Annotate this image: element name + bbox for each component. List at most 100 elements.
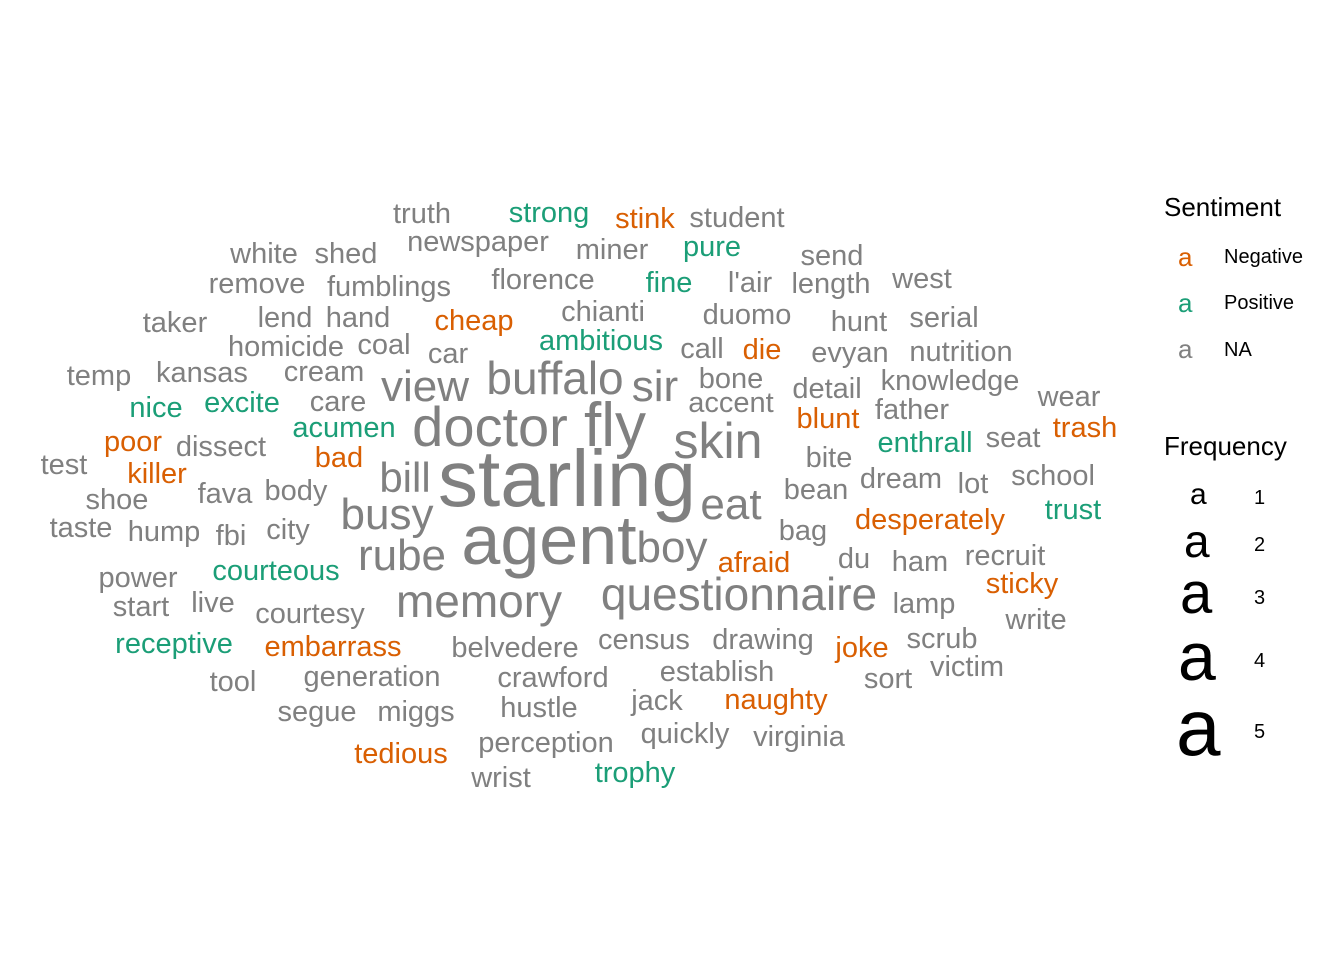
- word-length: length: [791, 268, 870, 300]
- word-school: school: [1011, 460, 1095, 492]
- word-fumblings: fumblings: [327, 271, 451, 303]
- word-hustle: hustle: [500, 692, 577, 724]
- word-body: body: [265, 475, 328, 507]
- word-starling: starling: [438, 434, 696, 523]
- word-student: student: [689, 202, 784, 234]
- word-courtesy: courtesy: [255, 598, 365, 630]
- sentiment-legend-title: Sentiment: [1164, 192, 1282, 222]
- word-boy: boy: [637, 523, 708, 572]
- word-l-air: l'air: [728, 267, 773, 299]
- word-temp: temp: [67, 360, 131, 392]
- legend-label-negative: Negative: [1224, 246, 1303, 268]
- word-shed: shed: [315, 238, 378, 270]
- word-duomo: duomo: [703, 299, 792, 331]
- word-hand: hand: [326, 302, 391, 334]
- word-truth: truth: [393, 198, 451, 230]
- word-hunt: hunt: [831, 306, 887, 338]
- word-poor: poor: [104, 426, 162, 458]
- legend-key-negative: a: [1178, 242, 1193, 272]
- word-miner: miner: [576, 234, 649, 266]
- word-bean: bean: [784, 474, 849, 506]
- word-segue: segue: [277, 696, 356, 728]
- legend-key-frequency-1: a: [1190, 478, 1207, 511]
- word-perception: perception: [478, 727, 613, 759]
- word-power: power: [99, 562, 178, 594]
- word-recruit: recruit: [965, 540, 1046, 572]
- word-remove: remove: [209, 268, 306, 300]
- word-stink: stink: [615, 203, 675, 235]
- word-start: start: [113, 591, 169, 623]
- word-afraid: afraid: [718, 547, 791, 579]
- word-du: du: [838, 543, 870, 575]
- word-tedious: tedious: [354, 738, 448, 770]
- legend-label-na: NA: [1224, 339, 1252, 361]
- word-buffalo: buffalo: [486, 352, 623, 404]
- word-florence: florence: [491, 264, 594, 296]
- word-sort: sort: [864, 663, 912, 695]
- word-census: census: [598, 624, 690, 656]
- word-send: send: [801, 240, 864, 272]
- word-dissect: dissect: [176, 431, 266, 463]
- word-generation: generation: [303, 661, 440, 693]
- word-fbi: fbi: [216, 520, 247, 552]
- word-detail: detail: [792, 373, 861, 405]
- word-live: live: [191, 587, 235, 619]
- word-ham: ham: [892, 546, 948, 578]
- word-sticky: sticky: [986, 568, 1059, 600]
- word-care: care: [310, 386, 366, 418]
- word-crawford: crawford: [497, 662, 608, 694]
- word-homicide: homicide: [228, 331, 344, 363]
- word-strong: strong: [509, 197, 590, 229]
- word-seat: seat: [986, 422, 1041, 454]
- word-tool: tool: [210, 666, 257, 698]
- word-joke: joke: [834, 632, 888, 664]
- word-excite: excite: [204, 387, 280, 419]
- legend-label-positive: Positive: [1224, 292, 1295, 314]
- word-fava: fava: [198, 478, 254, 510]
- word-bad: bad: [315, 442, 363, 474]
- word-test: test: [41, 449, 88, 481]
- word-enthrall: enthrall: [877, 427, 972, 459]
- word-hump: hump: [128, 516, 201, 548]
- word-questionnaire: questionnaire: [601, 568, 877, 620]
- word-belvedere: belvedere: [451, 632, 578, 664]
- word-bite: bite: [806, 442, 853, 474]
- word-miggs: miggs: [377, 696, 454, 728]
- word-nice: nice: [129, 392, 182, 424]
- word-busy: busy: [341, 490, 434, 539]
- word-rube: rube: [358, 531, 446, 580]
- word-embarrass: embarrass: [265, 631, 402, 663]
- legend-key-frequency-3: a: [1180, 561, 1213, 626]
- word-accent: accent: [688, 387, 773, 419]
- word-bone: bone: [699, 363, 764, 395]
- legend-label-frequency-5: 5: [1254, 721, 1266, 743]
- word-newspaper: newspaper: [407, 226, 549, 258]
- frequency-legend-title: Frequency: [1164, 431, 1287, 461]
- word-victim: victim: [930, 651, 1004, 683]
- word-bag: bag: [779, 515, 827, 547]
- legend-key-frequency-5: a: [1176, 683, 1221, 772]
- word-receptive: receptive: [115, 628, 233, 660]
- word-pure: pure: [683, 231, 741, 263]
- word-wrist: wrist: [470, 762, 531, 794]
- word-shoe: shoe: [86, 484, 149, 516]
- word-car: car: [428, 338, 469, 370]
- word-ambitious: ambitious: [539, 325, 663, 357]
- word-blunt: blunt: [797, 403, 860, 435]
- legend-key-na: a: [1178, 334, 1193, 364]
- word-kansas: kansas: [156, 357, 248, 389]
- word-virginia: virginia: [753, 721, 846, 753]
- word-killer: killer: [127, 458, 187, 490]
- word-quickly: quickly: [641, 718, 730, 750]
- word-white: white: [229, 238, 298, 270]
- word-father: father: [875, 394, 949, 426]
- legend-label-frequency-1: 1: [1254, 487, 1266, 509]
- word-evyan: evyan: [811, 337, 888, 369]
- word-doctor: doctor: [412, 395, 568, 458]
- word-agent: agent: [461, 501, 636, 579]
- legend-label-frequency-2: 2: [1254, 534, 1266, 556]
- word-cream: cream: [284, 356, 365, 388]
- legend-key-positive: a: [1178, 288, 1193, 318]
- word-fly: fly: [584, 391, 646, 460]
- word-lend: lend: [258, 302, 313, 334]
